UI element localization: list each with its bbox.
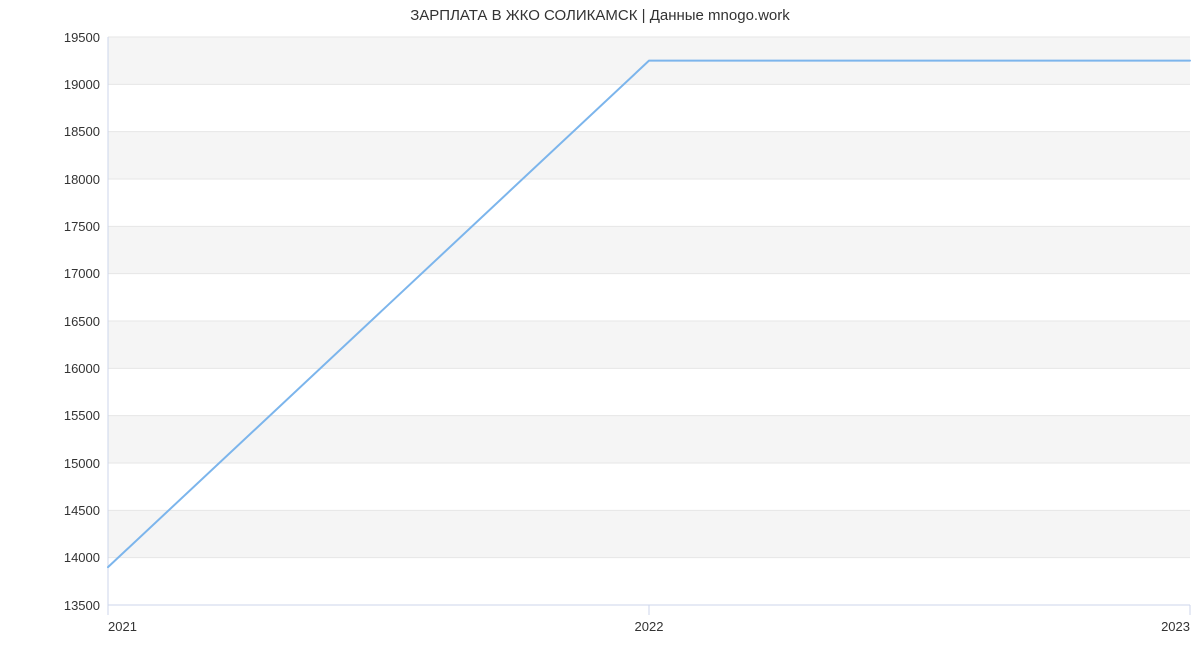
y-tick-label: 16500 [64,314,100,329]
y-tick-label: 13500 [64,598,100,613]
y-tick-label: 18500 [64,124,100,139]
y-tick-label: 14000 [64,550,100,565]
x-tick-label: 2021 [108,619,148,634]
y-tick-label: 19000 [64,77,100,92]
y-tick-label: 17000 [64,266,100,281]
plot-area [108,37,1190,605]
y-tick-label: 19500 [64,30,100,45]
chart-title: ЗАРПЛАТА В ЖКО СОЛИКАМСК | Данные mnogo.… [0,7,1200,24]
salary-line-chart: ЗАРПЛАТА В ЖКО СОЛИКАМСК | Данные mnogo.… [0,0,1200,650]
y-tick-label: 15000 [64,456,100,471]
y-tick-label: 17500 [64,219,100,234]
y-tick-label: 18000 [64,172,100,187]
y-tick-label: 15500 [64,408,100,423]
x-tick-label: 2023 [1150,619,1190,634]
y-tick-label: 16000 [64,361,100,376]
y-tick-label: 14500 [64,503,100,518]
x-tick-label: 2022 [629,619,669,634]
